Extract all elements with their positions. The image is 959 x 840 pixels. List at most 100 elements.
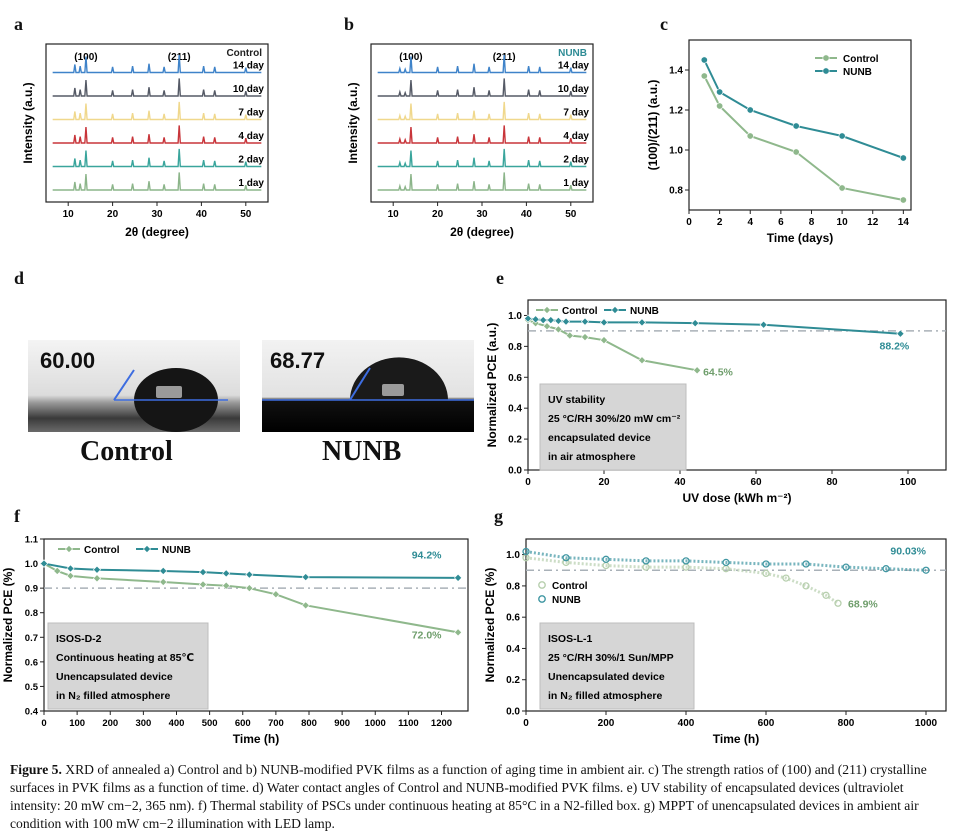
series-nunb-point [198, 568, 208, 577]
series-nunb-point [92, 565, 102, 574]
y-tick-label: 1.4 [669, 66, 683, 77]
series-nunb-point [554, 316, 563, 325]
series-nunb-point [531, 315, 540, 324]
x-tick-label: 20 [598, 477, 610, 488]
series-nunb-point [637, 318, 647, 327]
legend-swatch-marker [542, 305, 552, 315]
y-tick-label: 0.0 [508, 466, 522, 477]
x-tick-label: 50 [565, 209, 577, 220]
y-tick-label: 0.8 [669, 186, 683, 197]
info-box-line: ISOS-L-1 [548, 633, 592, 645]
series-control-line [527, 319, 698, 372]
legend-label: NUNB [630, 306, 659, 317]
series-nunb-point [301, 573, 310, 582]
trace-label: 4 day [238, 131, 264, 142]
y-tick-label: 0.8 [506, 581, 520, 592]
y-axis-label: Intensity (a.u.) [21, 82, 35, 163]
x-tick-label: 900 [334, 718, 350, 729]
info-box-line: ISOS-D-2 [56, 633, 102, 645]
xrd-trace [52, 148, 262, 168]
x-tick-label: 200 [102, 718, 118, 729]
legend-swatch-marker [822, 54, 830, 62]
series-nunb-point [539, 316, 548, 325]
figure-caption: Figure 5. XRD of annealed a) Control and… [10, 761, 955, 833]
y-axis-label: Intensity (a.u.) [346, 82, 360, 163]
y-tick-label: 0.4 [25, 707, 39, 718]
x-tick-label: 700 [268, 718, 284, 729]
info-box [539, 383, 687, 471]
annotation-control: 68.9% [848, 598, 878, 610]
series-control-point [198, 580, 208, 589]
legend-label: NUNB [552, 595, 581, 606]
xrd-trace [377, 172, 587, 191]
xrd-trace [377, 78, 587, 97]
trace-label: 14 day [233, 61, 265, 72]
series-control-point [693, 366, 702, 375]
x-axis-label: Time (h) [233, 732, 279, 746]
y-tick-label: 0.8 [508, 342, 522, 353]
control-photo-label: Control [80, 436, 173, 467]
series-nunb-point [580, 317, 590, 326]
xrd-control-chart: 10 20 30 40 50 2θ (degree) Intensity (a.u.) Con… [21, 43, 269, 239]
series-control-point [838, 184, 846, 192]
trace-label: 2 day [238, 155, 264, 166]
legend-swatch-marker [64, 544, 74, 554]
series-nunb-point [899, 154, 907, 162]
x-tick-label: 40 [521, 209, 533, 220]
series-nunb-point [700, 56, 708, 64]
x-tick-label: 10 [837, 217, 849, 228]
x-tick-label: 10 [63, 209, 75, 220]
x-tick-label: 20 [432, 209, 444, 220]
series-control-trace [525, 556, 839, 605]
x-tick-label: 600 [758, 718, 775, 729]
control-angle-value: 60.00 [40, 348, 96, 373]
ratio-chart: 0 2 4 6 8 10 12 14 0.8 1.0 1.2 1.4 Time (days) (100)/… [646, 39, 912, 245]
xrd-trace [52, 54, 262, 74]
y-tick-label: 1.1 [25, 535, 39, 546]
legend-swatch-marker [538, 581, 546, 589]
series-control-point [599, 336, 609, 345]
panel-label-d: d [14, 268, 25, 288]
nunb-angle-value: 68.77 [270, 348, 326, 373]
y-axis-label: Normalized PCE (a.u.) [485, 323, 499, 448]
series-control-point [792, 148, 800, 156]
x-tick-label: 800 [838, 718, 855, 729]
series-control-point [700, 72, 708, 80]
annotation-nunb: 94.2% [412, 550, 442, 562]
info-box-line: Unencapsulated device [548, 671, 665, 683]
x-tick-label: 30 [151, 209, 163, 220]
x-tick-label: 400 [678, 718, 695, 729]
nunb-droplet-icon [262, 357, 474, 401]
series-nunb-point [896, 329, 905, 338]
series-control-point [746, 132, 754, 140]
y-tick-label: 0.8 [25, 608, 38, 619]
plot-frame [525, 538, 947, 712]
series-nunb-point [523, 314, 533, 323]
series-control-point [637, 356, 647, 365]
y-tick-label: 0.5 [25, 682, 39, 693]
x-axis-label: UV dose (kWh m⁻²) [682, 491, 791, 505]
plot-frame [527, 299, 947, 471]
x-tick-label: 100 [69, 718, 85, 729]
mppt-chart: 0 200 400 600 800 1000 0.0 0.2 0.4 0.6 0.8 1.0 Time … [483, 538, 947, 746]
x-tick-label: 12 [867, 217, 879, 228]
info-box [47, 622, 209, 710]
y-axis-label: (100)/(211) (a.u.) [646, 80, 660, 171]
x-axis-label: Time (days) [767, 231, 833, 245]
series-nunb-point [66, 564, 75, 573]
series-nunb-point [716, 88, 724, 96]
series-nunb-trace [525, 550, 927, 572]
y-tick-label: 0.9 [25, 584, 38, 595]
series-control-point [899, 196, 907, 204]
y-tick-label: 0.4 [506, 644, 520, 655]
legend-label: Control [562, 306, 598, 317]
x-tick-label: 80 [826, 477, 838, 488]
x-tick-label: 300 [135, 718, 151, 729]
figure-label: Figure 5. [10, 762, 62, 777]
x-axis-label: Time (h) [713, 732, 759, 746]
y-tick-label: 0.6 [506, 613, 520, 624]
xrd-trace [52, 101, 262, 121]
trace-label: 10 day [233, 84, 265, 95]
control-droplet-icon [113, 368, 228, 432]
annotation-control: 64.5% [703, 366, 733, 378]
